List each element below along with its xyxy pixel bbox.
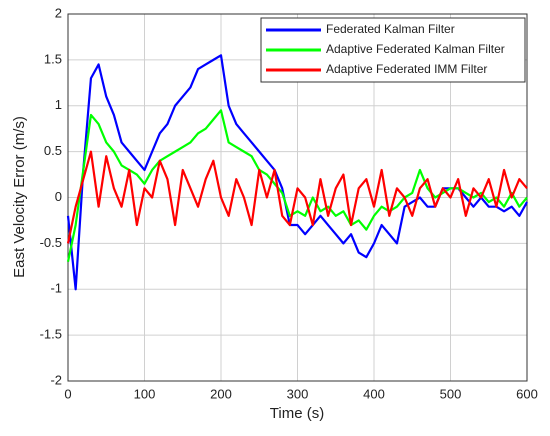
- series-line: [66, 109, 528, 262]
- x-tick-label: 400: [363, 386, 385, 401]
- x-tick-label: 600: [516, 386, 538, 401]
- x-tick-label: 0: [64, 386, 71, 401]
- y-tick-label: 1: [55, 97, 62, 112]
- y-tick-label: -1: [50, 281, 62, 296]
- x-tick-label: 300: [287, 386, 309, 401]
- y-tick-label: -0.5: [40, 235, 62, 250]
- y-tick-label: -1.5: [40, 327, 62, 342]
- series-line: [66, 150, 528, 244]
- x-axis-label: Time (s): [270, 405, 324, 422]
- y-tick-label: 0: [55, 189, 62, 204]
- x-tick-label: 100: [134, 386, 156, 401]
- y-tick-label: 0.5: [44, 143, 62, 158]
- y-tick-label: 2: [55, 5, 62, 20]
- x-tick-label: 500: [440, 386, 462, 401]
- y-tick-label: -2: [50, 372, 62, 387]
- legend-label: Federated Kalman Filter: [326, 22, 455, 36]
- legend-label: Adaptive Federated IMM Filter: [326, 62, 487, 76]
- y-axis-label: East Velocity Error (m/s): [11, 116, 28, 278]
- legend-label: Adaptive Federated Kalman Filter: [326, 42, 505, 56]
- y-tick-label: 1.5: [44, 51, 62, 66]
- x-tick-label: 200: [210, 386, 232, 401]
